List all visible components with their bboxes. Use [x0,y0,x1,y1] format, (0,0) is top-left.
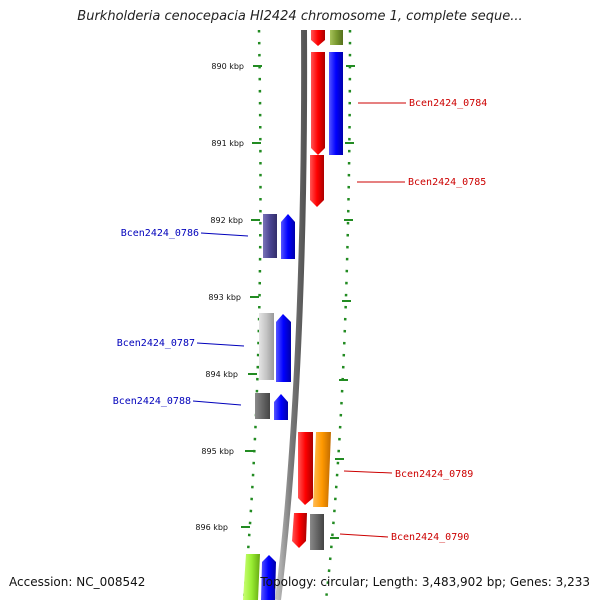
gene-block[interactable] [329,52,343,155]
kbp-label: 896 kbp [195,523,228,532]
kbp-label: 894 kbp [205,370,238,379]
gene-arrow[interactable] [311,30,325,46]
kbp-label: 893 kbp [208,293,241,302]
gene-label[interactable]: Bcen2424_0788 [113,396,191,407]
inner-dotted-ring [242,29,262,600]
gene-block[interactable] [330,30,343,45]
gene-block[interactable] [255,393,270,419]
gene-arrow[interactable] [292,513,307,548]
gene-arrow[interactable] [281,214,295,259]
label-leader-line [339,533,389,538]
kbp-label: 892 kbp [210,216,243,225]
gene-block[interactable] [310,514,324,550]
label-leader-line [343,470,393,474]
label-leader-line [196,342,245,347]
kbp-label: 895 kbp [201,447,234,456]
gene-arrow[interactable] [298,432,313,505]
gene-arrow[interactable] [311,52,325,155]
gene-block[interactable] [243,554,260,600]
chromosome-backbone [275,29,308,600]
gene-block[interactable] [259,313,274,380]
kbp-label: 890 kbp [211,62,244,71]
gene-arrow[interactable] [276,314,291,382]
map-title: Burkholderia cenocepacia HI2424 chromoso… [77,9,523,24]
kbp-label: 891 kbp [211,139,244,148]
label-leader-line [192,400,242,406]
label-leader-line [200,232,249,237]
genome-stats-text: Topology: circular; Length: 3,483,902 bp… [260,575,590,589]
gene-label[interactable]: Bcen2424_0785 [408,177,486,188]
gene-label[interactable]: Bcen2424_0786 [121,228,199,239]
outer-dotted-ring [324,29,352,600]
gene-label[interactable]: Bcen2424_0789 [395,469,473,480]
gene-arrow[interactable] [313,432,331,507]
gene-arrow[interactable] [274,394,288,420]
accession-text: Accession: NC_008542 [9,575,146,589]
gene-arrow[interactable] [310,155,324,207]
gene-label[interactable]: Bcen2424_0787 [117,338,195,349]
gene-label[interactable]: Bcen2424_0790 [391,532,469,543]
gene-label[interactable]: Bcen2424_0784 [409,98,487,109]
gene-arrow[interactable] [261,555,276,600]
gene-block[interactable] [263,214,277,258]
outer-tick-marks [330,65,355,539]
kbp-tick-marks [241,65,262,528]
